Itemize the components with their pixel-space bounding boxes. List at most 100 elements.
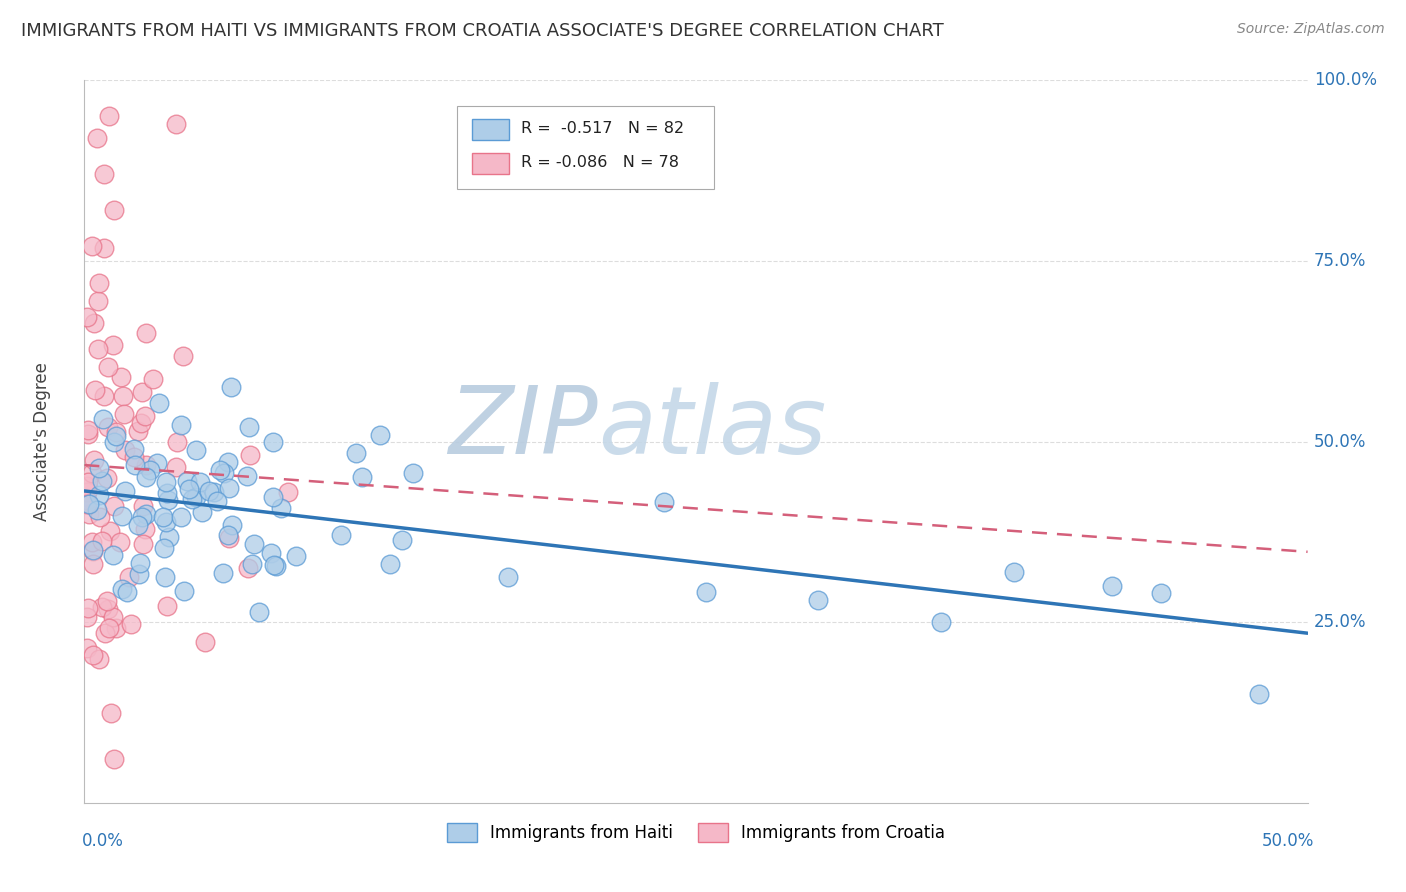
Text: 100.0%: 100.0% — [1313, 71, 1376, 89]
Point — [194, 635, 217, 649]
Point — [218, 481, 240, 495]
Text: IMMIGRANTS FROM HAITI VS IMMIGRANTS FROM CROATIA ASSOCIATE'S DEGREE CORRELATION : IMMIGRANTS FROM HAITI VS IMMIGRANTS FROM… — [21, 22, 943, 40]
Legend: Immigrants from Haiti, Immigrants from Croatia: Immigrants from Haiti, Immigrants from C… — [440, 816, 952, 848]
Point — [91, 412, 114, 426]
Point — [97, 360, 120, 375]
Point — [83, 316, 105, 330]
Point — [127, 424, 149, 438]
Point — [83, 383, 105, 397]
Point — [96, 602, 118, 616]
Point — [132, 537, 155, 551]
Point — [156, 486, 179, 500]
Point — [217, 454, 239, 468]
Point — [111, 582, 134, 597]
Point — [153, 570, 176, 584]
Point — [103, 203, 125, 218]
Point — [240, 557, 263, 571]
Point — [148, 396, 170, 410]
Point — [198, 484, 221, 499]
Point — [112, 389, 135, 403]
Point — [77, 507, 100, 521]
Point — [132, 499, 155, 513]
Point — [76, 310, 98, 324]
Point — [76, 641, 98, 656]
Point — [86, 293, 108, 308]
Text: R = -0.086   N = 78: R = -0.086 N = 78 — [522, 155, 679, 170]
Point — [264, 558, 287, 573]
Point — [93, 167, 115, 181]
Point — [90, 533, 112, 548]
Point — [344, 446, 367, 460]
Point — [76, 484, 98, 499]
Point — [191, 505, 214, 519]
Point — [110, 534, 132, 549]
Point — [77, 424, 100, 438]
Point — [243, 537, 266, 551]
Point — [103, 752, 125, 766]
Text: Source: ZipAtlas.com: Source: ZipAtlas.com — [1237, 22, 1385, 37]
Point — [80, 535, 103, 549]
Point — [115, 585, 138, 599]
Point — [652, 494, 675, 508]
Point — [156, 493, 179, 508]
Point — [146, 456, 169, 470]
Point — [212, 467, 235, 481]
Point — [127, 517, 149, 532]
Point — [330, 528, 353, 542]
Point — [1101, 579, 1123, 593]
Point — [76, 479, 98, 493]
Point — [80, 466, 103, 480]
Point — [142, 372, 165, 386]
Point — [368, 428, 391, 442]
Point — [176, 474, 198, 488]
Point — [135, 507, 157, 521]
Point — [378, 557, 401, 571]
Point — [134, 409, 156, 424]
Point — [82, 543, 104, 558]
Point — [184, 490, 207, 504]
Point — [695, 584, 717, 599]
Point — [277, 485, 299, 500]
Point — [103, 499, 125, 513]
Point — [87, 652, 110, 666]
Point — [87, 488, 110, 502]
Point — [97, 419, 120, 434]
Point — [87, 342, 110, 356]
Text: 75.0%: 75.0% — [1313, 252, 1367, 270]
Point — [202, 485, 225, 500]
Point — [97, 621, 120, 635]
Point — [89, 510, 111, 524]
Point — [165, 459, 187, 474]
Point — [76, 484, 98, 499]
Point — [103, 434, 125, 449]
Point — [156, 599, 179, 613]
Point — [134, 522, 156, 536]
Point — [77, 497, 100, 511]
Point — [93, 388, 115, 402]
Point — [135, 326, 157, 340]
Point — [83, 453, 105, 467]
Point — [86, 131, 108, 145]
Text: atlas: atlas — [598, 382, 827, 473]
Point — [131, 509, 153, 524]
Point — [496, 569, 519, 583]
Point — [155, 515, 177, 529]
Point — [105, 621, 128, 635]
Point — [181, 492, 204, 507]
Point — [391, 533, 413, 547]
Point — [219, 380, 242, 394]
Point — [131, 384, 153, 399]
Point — [166, 434, 188, 449]
Point — [179, 483, 201, 497]
Point — [114, 483, 136, 498]
Point — [97, 110, 120, 124]
Point — [129, 556, 152, 570]
Point — [76, 475, 98, 489]
Point — [76, 493, 98, 508]
Point — [101, 337, 124, 351]
Text: ZIP: ZIP — [449, 382, 598, 473]
Point — [76, 609, 98, 624]
Text: Associate's Degree: Associate's Degree — [32, 362, 51, 521]
Point — [76, 497, 98, 511]
Point — [82, 648, 104, 662]
